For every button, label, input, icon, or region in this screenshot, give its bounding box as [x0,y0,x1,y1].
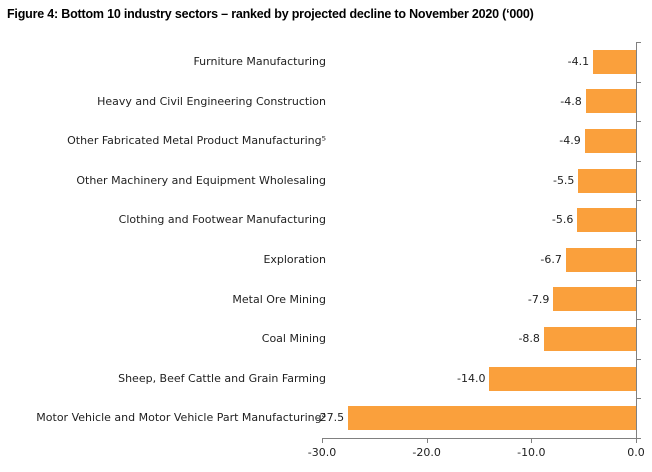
value-label: -6.7 [540,253,562,266]
value-label: -8.8 [518,332,540,346]
x-tick-label: 0.0 [627,446,645,459]
value-label: -5.5 [552,173,575,187]
bar [584,129,636,153]
y-axis-tick [636,240,641,241]
category-label: Furniture Manufacturing [193,55,326,68]
category-label: Coal Mining [261,332,326,346]
value-label: -7.9 [527,292,550,306]
x-tick-label: -20.0 [412,446,441,459]
category-label: Metal Ore Mining [232,292,326,306]
y-axis-tick [636,319,641,321]
bar [585,89,636,114]
y-axis-tick [636,398,641,400]
y-axis-tick [636,160,641,162]
category-label: Heavy and Civil Engineering Construction [97,94,326,108]
y-axis-tick [636,200,641,202]
bar [553,287,636,312]
x-tick-label: -30.0 [307,446,337,459]
category-label: Motor Vehicle and Motor Vehicle Part Man… [36,411,326,425]
bar [577,208,636,233]
y-axis-tick [636,279,641,281]
value-label: -4.1 [567,55,590,68]
bar [543,327,636,351]
value-label: -14.0 [457,371,486,385]
y-axis-tick [636,438,641,439]
y-axis-tick [636,121,641,123]
y-axis-tick [636,42,641,43]
value-label: -4.9 [559,134,581,148]
bar [489,366,636,391]
bar [348,406,636,431]
category-label: Clothing and Footwear Manufacturing [118,213,326,227]
y-axis-tick [636,81,641,83]
value-label: -27.5 [315,411,345,425]
value-label: -4.8 [560,94,582,108]
bar [578,168,636,193]
chart-title: Figure 4: Bottom 10 industry sectors – r… [7,7,534,21]
x-axis-tick [531,438,533,443]
bar [565,247,636,272]
x-axis-tick [426,438,428,443]
x-axis-tick [322,438,323,443]
x-axis-line [322,438,637,439]
category-label: Sheep, Beef Cattle and Grain Farming [118,371,326,385]
category-label: Other Machinery and Equipment Wholesalin… [76,173,326,187]
category-label: Exploration [263,253,326,266]
x-axis-tick [636,438,637,443]
value-label: -5.6 [551,213,574,227]
bar [593,49,636,74]
category-label: Other Fabricated Metal Product Manufactu… [67,134,326,148]
y-axis-tick [636,358,641,360]
x-tick-label: -10.0 [517,446,546,459]
